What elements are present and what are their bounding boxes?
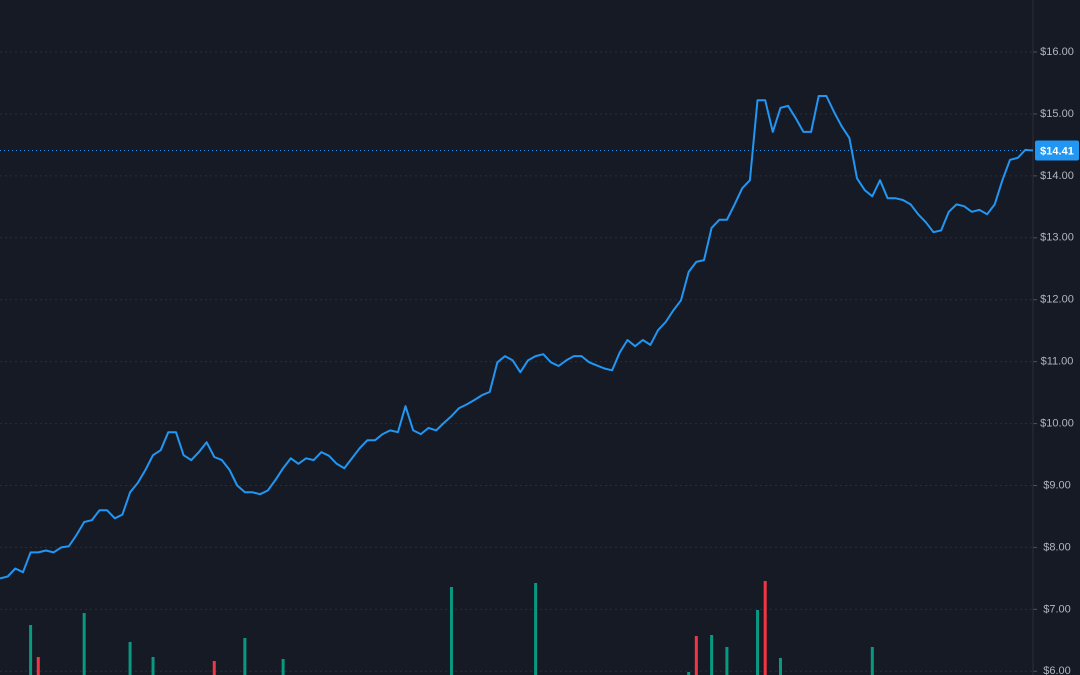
y-tick-label: $11.00 <box>1041 356 1074 368</box>
y-tick-label: $12.00 <box>1040 294 1074 306</box>
last-price-box <box>1035 140 1079 161</box>
y-tick-label: $7.00 <box>1043 603 1071 615</box>
volume-bar <box>870 647 874 675</box>
y-tick-label: $9.00 <box>1043 479 1071 491</box>
volume-bar <box>710 635 714 675</box>
volume-bar <box>534 583 538 675</box>
last-price-label: $14.41 <box>1040 145 1074 157</box>
volume-bar <box>243 638 247 675</box>
volume-bar <box>29 625 33 675</box>
volume-bar <box>449 587 453 675</box>
volume-bar <box>36 657 40 675</box>
price-line <box>0 95 1034 580</box>
y-tick-label: $10.00 <box>1040 417 1074 429</box>
volume-bar <box>128 642 132 675</box>
volume-bar <box>82 613 86 675</box>
y-tick-label: $8.00 <box>1043 541 1071 553</box>
volume-bar <box>151 657 155 675</box>
volume-bar <box>778 658 782 675</box>
volume-bar <box>694 636 698 675</box>
volume-bar <box>281 659 285 675</box>
y-tick-label: $13.00 <box>1040 232 1074 244</box>
volume-bar <box>763 581 767 675</box>
volume-bar <box>212 661 216 675</box>
volume-bar <box>756 610 760 675</box>
y-tick-label: $6.00 <box>1043 665 1071 675</box>
volume-bar <box>687 672 691 675</box>
y-tick-label: $14.00 <box>1040 170 1074 182</box>
volume-bar <box>725 647 729 675</box>
y-tick-label: $15.00 <box>1040 108 1074 120</box>
y-tick-label: $16.00 <box>1040 46 1074 58</box>
